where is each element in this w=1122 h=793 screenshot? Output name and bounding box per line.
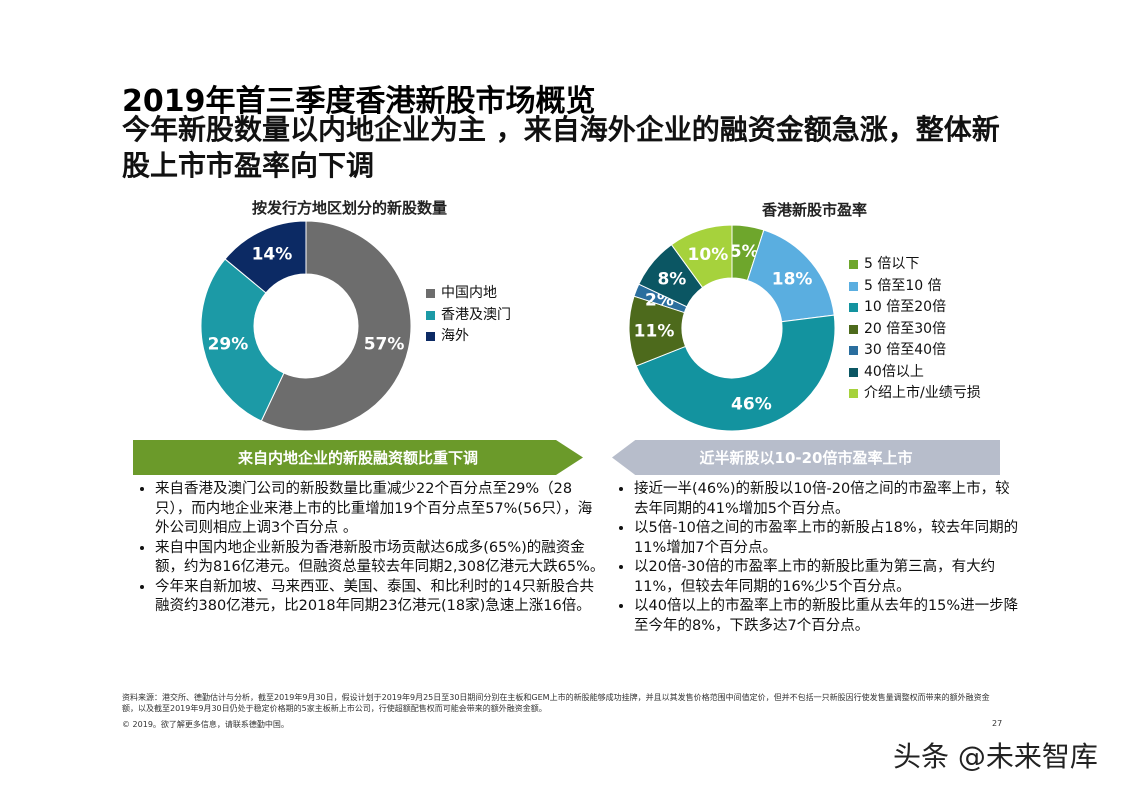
chart2-legend: 5 倍以下 5 倍至10 倍 10 倍至20倍 20 倍至30倍 30 倍至40倍 40倍… bbox=[849, 254, 981, 405]
bullet: 接近一半(46%)的新股以10倍-20倍之间的市盈率上市，较去年同期的41%增加… bbox=[634, 480, 1024, 519]
left-banner: 来自内地企业的新股融资额比重下调 bbox=[133, 440, 583, 475]
donut-slice bbox=[260, 220, 412, 432]
watermark: 头条 @未来智库 bbox=[893, 740, 1098, 773]
legend-swatch bbox=[849, 367, 858, 377]
legend-swatch bbox=[426, 332, 435, 342]
right-bullets: 接近一半(46%)的新股以10倍-20倍之间的市盈率上市，较去年同期的41%增加… bbox=[612, 480, 1024, 636]
legend-item: 中国内地 bbox=[426, 283, 511, 305]
bullet: 以40倍以上的市盈率上市的新股比重从去年的15%进一步降至今年的8%，下跌多达7… bbox=[634, 597, 1024, 636]
legend-label: 5 倍至10 倍 bbox=[864, 277, 942, 294]
chart1-title: 按发行方地区划分的新股数量 bbox=[252, 199, 448, 217]
data-label: 5% bbox=[730, 242, 759, 262]
legend-swatch bbox=[849, 260, 858, 270]
legend-label: 20 倍至30倍 bbox=[864, 320, 947, 337]
legend-item: 香港及澳门 bbox=[426, 305, 511, 327]
legend-item: 40倍以上 bbox=[849, 362, 981, 384]
left-bullets: 来自香港及澳门公司的新股数量比重减少22个百分点至29%（28只），而内地企业来… bbox=[133, 480, 605, 617]
legend-label: 介绍上市/业绩亏损 bbox=[864, 385, 981, 401]
copyright: © 2019。欲了解更多信息，请联系德勤中国。 bbox=[122, 720, 289, 729]
legend-label: 5 倍以下 bbox=[864, 256, 920, 272]
page-title: 2019年首三季度香港新股市场概览 bbox=[122, 84, 596, 119]
legend-swatch bbox=[426, 310, 435, 320]
legend-label: 40倍以上 bbox=[864, 363, 924, 380]
bullet: 以20倍-30倍的市盈率上市的新股比重为第三高，有大约11%，但较去年同期的16… bbox=[634, 558, 1024, 597]
legend-swatch bbox=[849, 303, 858, 313]
legend-label: 海外 bbox=[441, 328, 469, 344]
data-label: 10% bbox=[688, 245, 729, 265]
chart1-legend: 中国内地香港及澳门海外 bbox=[426, 283, 511, 348]
legend-item: 5 倍至10 倍 bbox=[849, 276, 981, 298]
legend-item: 20 倍至30倍 bbox=[849, 319, 981, 341]
source-note: 资料来源：港交所、德勤估计与分析，截至2019年9月30日，假设计划于2019年… bbox=[122, 693, 990, 713]
legend-item: 10 倍至20倍 bbox=[849, 297, 981, 319]
legend-item: 介绍上市/业绩亏损 bbox=[849, 383, 981, 405]
data-label: 29% bbox=[208, 334, 249, 354]
page-number: 27 bbox=[992, 719, 1003, 728]
page-subtitle: 今年新股数量以内地企业为主 ，来自海外企业的融资金额急涨，整体新股上市市盈率向下… bbox=[122, 113, 1000, 182]
right-banner: 近半新股以10-20倍市盈率上市 bbox=[612, 440, 1000, 475]
data-label: 57% bbox=[364, 334, 405, 354]
legend-swatch bbox=[849, 281, 858, 291]
legend-item: 海外 bbox=[426, 326, 511, 348]
bullet: 以5倍-10倍之间的市盈率上市的新股占18%，较去年同期的11%增加7个百分点。 bbox=[634, 519, 1024, 558]
bullet: 今年来自新加坡、马来西亚、美国、泰国、和比利时的14只新股合共融资约380亿港元… bbox=[155, 578, 605, 617]
legend-item: 30 倍至40倍 bbox=[849, 340, 981, 362]
legend-swatch bbox=[849, 389, 858, 399]
legend-swatch bbox=[849, 324, 858, 334]
data-label: 11% bbox=[634, 321, 675, 341]
donut-slice bbox=[224, 220, 307, 294]
data-label: 8% bbox=[657, 269, 686, 289]
data-label: 14% bbox=[252, 245, 293, 265]
data-label: 46% bbox=[731, 395, 772, 415]
legend-swatch bbox=[426, 289, 435, 299]
data-label: 18% bbox=[772, 269, 813, 289]
legend-swatch bbox=[849, 346, 858, 356]
legend-item: 5 倍以下 bbox=[849, 254, 981, 276]
donut-slice bbox=[200, 258, 285, 422]
legend-label: 香港及澳门 bbox=[441, 306, 511, 323]
bullet: 来自香港及澳门公司的新股数量比重减少22个百分点至29%（28只），而内地企业来… bbox=[155, 480, 605, 539]
donut-slice bbox=[635, 314, 836, 432]
chart2-title: 香港新股市盈率 bbox=[762, 201, 868, 219]
legend-label: 30 倍至40倍 bbox=[864, 342, 947, 358]
bullet: 来自中国内地企业新股为香港新股市场贡献达6成多(65%)的融资金额，约为816亿… bbox=[155, 539, 605, 578]
legend-label: 中国内地 bbox=[441, 285, 497, 301]
legend-label: 10 倍至20倍 bbox=[864, 299, 947, 315]
donut-slice bbox=[670, 224, 733, 289]
